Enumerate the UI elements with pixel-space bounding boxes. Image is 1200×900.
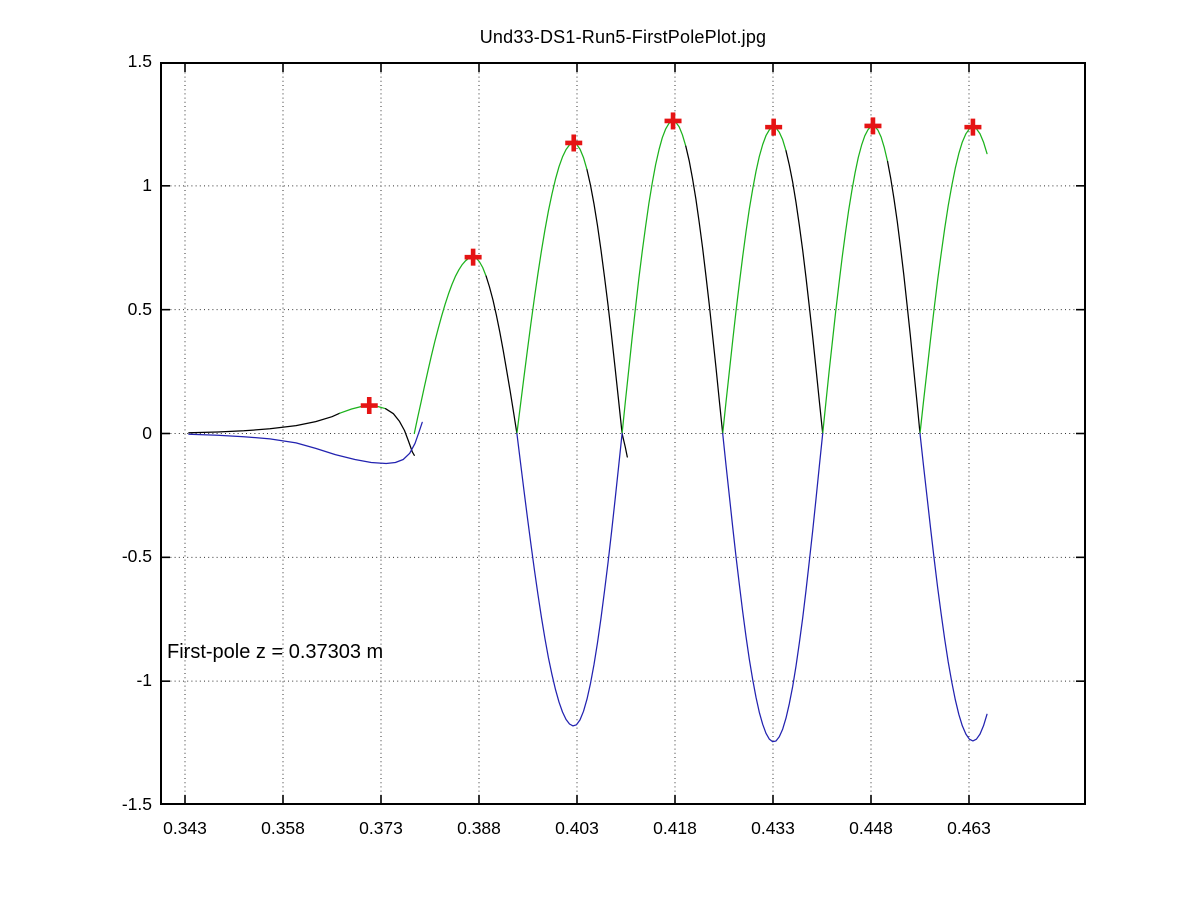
field-curve-segment [188,421,423,465]
field-curve-segment [188,412,341,434]
y-tick-label: -1 [136,670,152,691]
field-curve-segment [413,256,487,435]
figure-title: Und33-DS1-Run5-FirstPolePlot.jpg [479,27,767,47]
field-curve-segment [886,160,921,435]
x-tick-label: 0.418 [653,818,697,838]
field-curve-segment [516,432,623,727]
field-curve-segment [785,150,824,435]
plot-area [160,62,1086,805]
waveform-svg [162,64,1084,803]
field-curve-segment [722,432,824,743]
field-curve-segment [485,275,518,435]
field-curve-segment [621,432,628,458]
field-curve-segment [621,120,687,435]
x-tick-label: 0.373 [359,818,403,838]
y-tick-label: 0 [142,422,152,443]
field-curve-segment [722,126,787,435]
x-tick-label: 0.358 [261,818,305,838]
field-curve-segment [685,145,724,435]
first-pole-annotation: First-pole z = 0.37303 m [167,641,384,663]
x-tick-label: 0.343 [163,818,207,838]
field-curve-segment [919,432,988,742]
x-tick-label: 0.388 [457,818,501,838]
x-tick-label: 0.403 [555,818,599,838]
x-tick-label: 0.448 [849,818,893,838]
field-curve-segment [586,169,623,435]
field-curve-segment [919,126,988,435]
field-curve-segment [822,125,889,435]
field-curve-segment [384,408,415,456]
y-tick-label: -1.5 [121,794,152,814]
y-tick-label: 0.5 [127,298,152,319]
y-tick-label: 1.5 [127,50,152,71]
x-tick-label: 0.463 [947,818,991,838]
x-tick-label: 0.433 [751,818,795,838]
y-tick-label: -0.5 [121,546,152,567]
field-curve-segment [516,142,588,435]
y-tick-label: 1 [142,174,152,195]
